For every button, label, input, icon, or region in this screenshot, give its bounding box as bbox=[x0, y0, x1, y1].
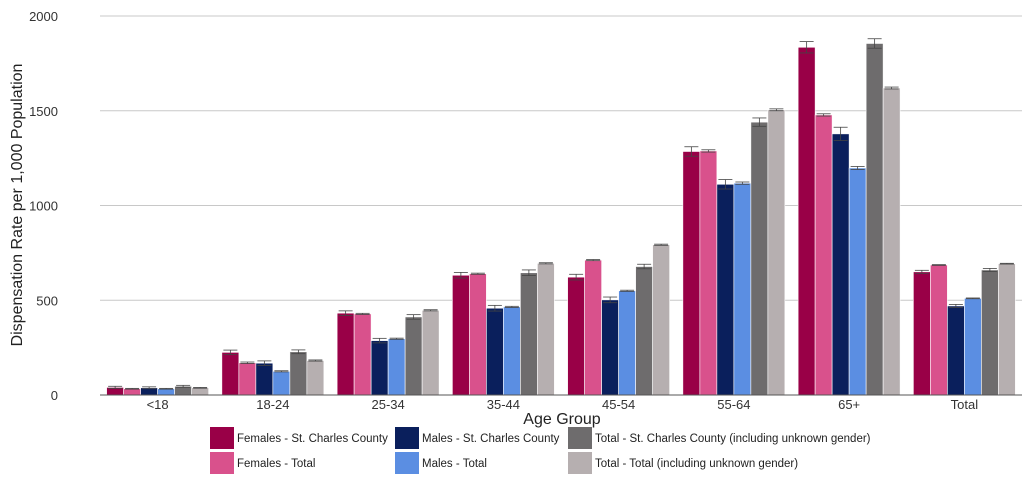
legend-label: Total - St. Charles County (including un… bbox=[595, 433, 871, 445]
bar bbox=[221, 352, 240, 396]
bar bbox=[370, 340, 389, 396]
bar bbox=[255, 362, 274, 396]
x-tick-label: 45-54 bbox=[602, 397, 635, 412]
legend-swatch bbox=[568, 427, 592, 449]
bar bbox=[865, 43, 884, 396]
bar bbox=[306, 360, 325, 396]
bar bbox=[797, 46, 816, 396]
bar bbox=[421, 309, 440, 396]
bar bbox=[404, 316, 423, 396]
bar bbox=[157, 388, 175, 396]
bar bbox=[584, 259, 602, 396]
x-tick-label: Total bbox=[951, 397, 979, 412]
bar bbox=[981, 269, 999, 396]
bar bbox=[848, 167, 867, 396]
y-tick-label: 0 bbox=[51, 388, 58, 403]
bar bbox=[618, 290, 636, 396]
x-axis-title: Age Group bbox=[523, 411, 600, 428]
bar bbox=[567, 276, 585, 396]
bar bbox=[814, 114, 833, 396]
legend-swatch bbox=[210, 427, 234, 449]
legend-swatch bbox=[395, 427, 419, 449]
x-tick-label: 18-24 bbox=[256, 397, 289, 412]
legend-label: Males - Total bbox=[422, 458, 487, 470]
bar bbox=[353, 313, 372, 396]
legend-swatch bbox=[210, 452, 234, 474]
bar bbox=[191, 387, 209, 396]
bar bbox=[750, 121, 769, 396]
legend-label: Females - Total bbox=[237, 458, 315, 470]
y-tick-label: 1000 bbox=[29, 199, 58, 214]
bar bbox=[913, 271, 931, 396]
bar bbox=[635, 266, 653, 396]
axes: 0 500 1000 1500 2000 <18 18-24 25-34 35-44 45-54 5… bbox=[29, 9, 1022, 412]
y-tick-label: 1500 bbox=[29, 104, 58, 119]
bar bbox=[123, 388, 141, 396]
bar bbox=[486, 307, 504, 396]
bar bbox=[964, 298, 982, 396]
bar bbox=[238, 362, 257, 396]
bar bbox=[831, 133, 850, 396]
bar bbox=[601, 299, 619, 396]
y-tick-label: 2000 bbox=[29, 9, 58, 24]
bar bbox=[469, 273, 487, 396]
x-tick-label: 35-44 bbox=[487, 397, 520, 412]
bar bbox=[882, 87, 901, 396]
legend-swatch bbox=[568, 452, 592, 474]
bar bbox=[272, 371, 291, 396]
bar bbox=[699, 150, 718, 396]
bar bbox=[289, 351, 308, 396]
bar bbox=[716, 183, 735, 396]
x-tick-label: 25-34 bbox=[372, 397, 405, 412]
legend: Females - St. Charles County Males - St. … bbox=[210, 427, 871, 474]
bar bbox=[520, 272, 538, 396]
bar bbox=[998, 263, 1016, 396]
bar bbox=[930, 264, 948, 396]
legend-swatch bbox=[395, 452, 419, 474]
bar bbox=[767, 109, 786, 396]
x-tick-label: 65+ bbox=[838, 397, 860, 412]
bar bbox=[336, 312, 355, 396]
y-axis-title: Dispensation Rate per 1,000 Population bbox=[9, 64, 26, 347]
bar bbox=[537, 262, 555, 396]
x-tick-label: 55-64 bbox=[717, 397, 750, 412]
bar bbox=[733, 182, 752, 396]
legend-label: Males - St. Charles County bbox=[422, 433, 560, 445]
bar bbox=[947, 305, 965, 396]
bar bbox=[452, 274, 470, 396]
bar bbox=[503, 306, 521, 396]
y-tick-label: 500 bbox=[36, 293, 58, 308]
bar bbox=[387, 338, 406, 396]
legend-label: Total - Total (including unknown gender) bbox=[595, 458, 798, 470]
x-tick-label: <18 bbox=[147, 397, 169, 412]
legend-label: Females - St. Charles County bbox=[237, 433, 388, 445]
bar bbox=[652, 244, 670, 396]
bars bbox=[106, 38, 1016, 396]
bar bbox=[682, 151, 701, 396]
